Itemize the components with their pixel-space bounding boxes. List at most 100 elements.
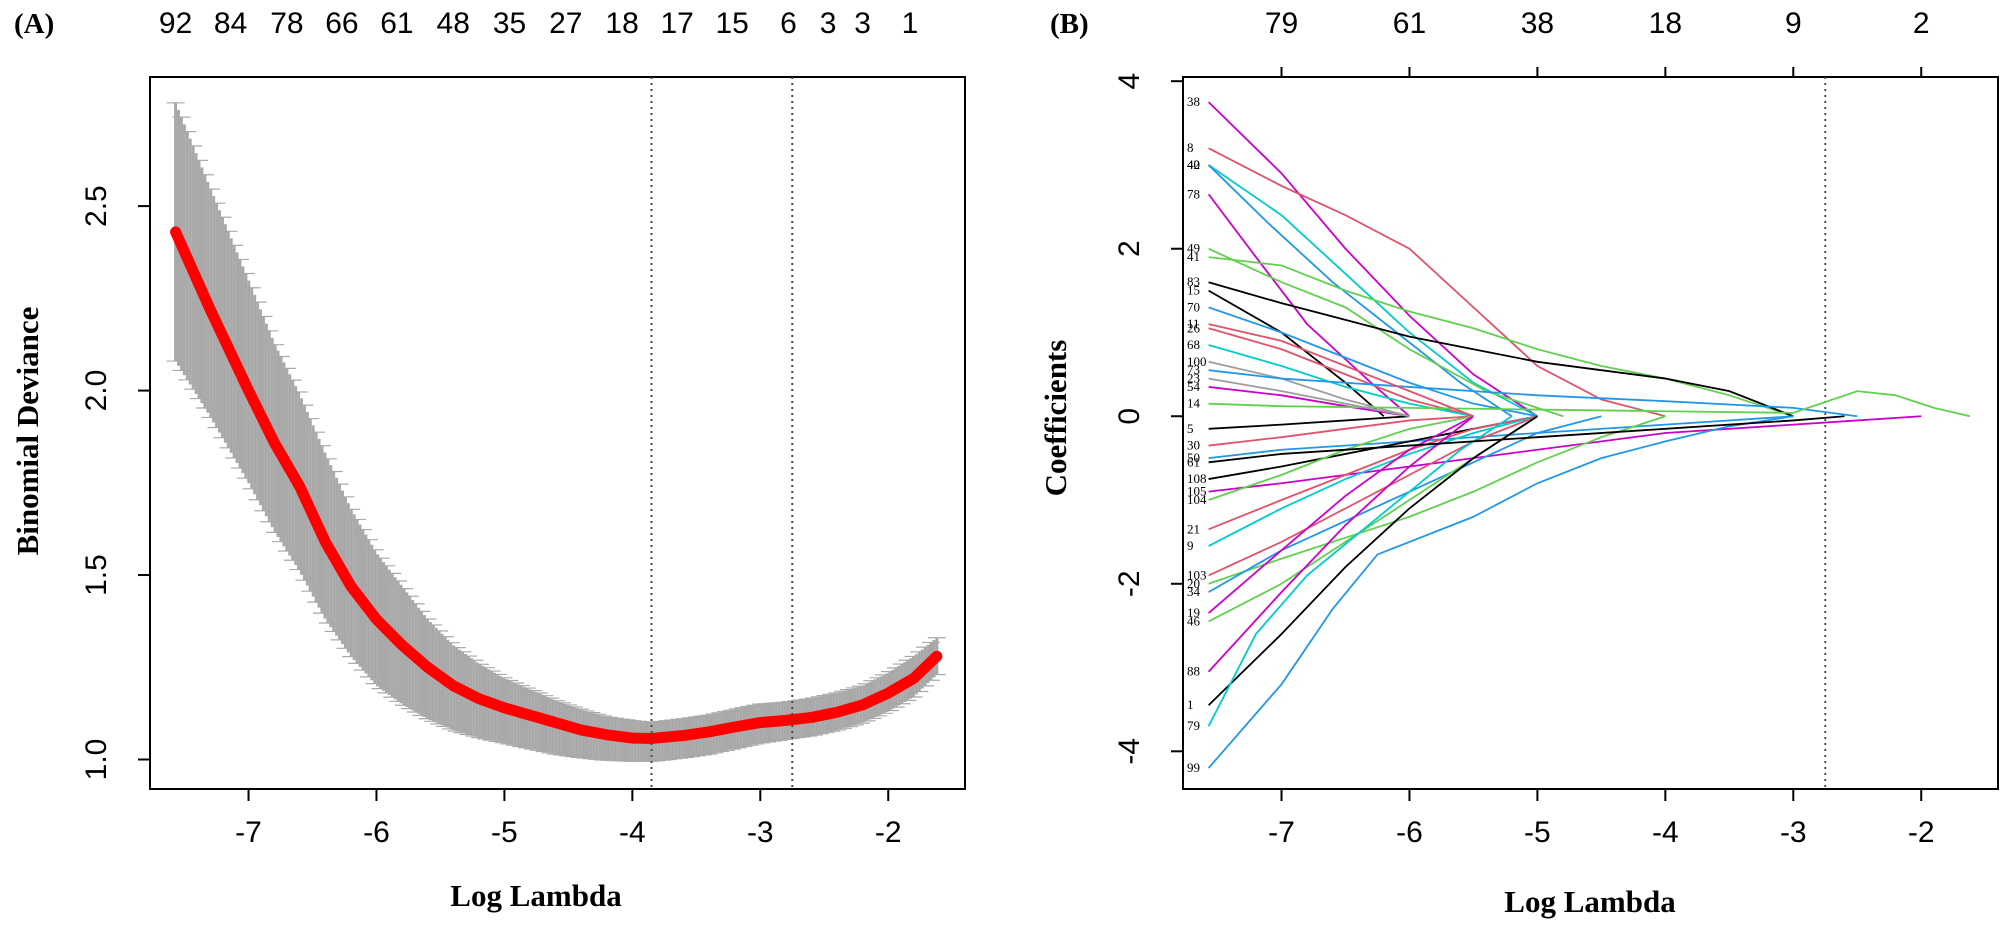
panel-b-var-label: 41 — [1187, 249, 1200, 264]
panel-b-coef-path-11 — [1208, 323, 1474, 418]
panel-a-x-tick-label: -2 — [875, 816, 902, 849]
panel-b-var-label: 79 — [1187, 718, 1200, 733]
panel-b-coef-path-99 — [1207, 415, 1794, 769]
panel-b-coef-path-42 — [1208, 164, 1538, 418]
panel-b-y-tick-label: 0 — [1113, 408, 1146, 425]
panel-b-coef-path-83 — [1208, 281, 1794, 418]
panel-b-var-label: 42 — [1187, 157, 1200, 172]
panel-b-top-axis-label: 2 — [1913, 7, 1930, 40]
panel-b-x-tick-label: -7 — [1268, 816, 1295, 849]
panel-a: -7 -6 -5 -4 -3 -21.01.52.02.592 84 78 66 61 48 35 27… — [80, 7, 966, 849]
panel-b-var-label: 83 — [1187, 274, 1200, 289]
panel-b-var-label: 105 — [1187, 484, 1207, 499]
panel-b-var-label: 103 — [1187, 567, 1207, 582]
panel-b-top-axis-label: 61 — [1393, 7, 1426, 40]
panel-b-var-label: 104 — [1187, 492, 1207, 507]
panel-a-top-axis-label: 1 — [902, 7, 919, 40]
panel-a-x-tick-label: -7 — [235, 816, 262, 849]
panel-b-coef-path-50 — [1208, 415, 1794, 460]
panel-b-var-label: 9 — [1187, 538, 1194, 553]
panel-b-x-tick-label: -2 — [1908, 816, 1935, 849]
panel-b-x-axis-label: Log Lambda — [1504, 884, 1676, 919]
panel-b-y-tick-label: -2 — [1113, 570, 1146, 597]
panel-b-coef-path-103 — [1208, 415, 1538, 577]
panel-b-coef-path-46 — [1208, 415, 1538, 623]
panel-b-y-tick-label: 2 — [1113, 240, 1146, 257]
panel-b-coef-path-19 — [1208, 415, 1474, 614]
panel-b-coef-path-14 — [1208, 390, 1971, 418]
panel-b-y-tick-label: 4 — [1113, 73, 1146, 90]
panel-b-coef-path-21 — [1208, 415, 1538, 531]
panel-b-coef-path-38 — [1207, 101, 1538, 418]
panel-b-y-tick-label: -4 — [1113, 738, 1146, 765]
panel-b-coef-path-88 — [1207, 415, 1474, 673]
panel-b-coef-path-73 — [1208, 369, 1858, 418]
panel-a-y-tick-label: 2.5 — [80, 185, 113, 227]
panel-b-var-label: 26 — [1187, 320, 1201, 335]
panel-b-var-label: 11 — [1187, 316, 1200, 331]
panel-b-var-label: 61 — [1187, 454, 1200, 469]
panel-b-var-label: 8 — [1187, 140, 1194, 155]
panel-b-var-label: 38 — [1187, 94, 1200, 109]
panel-b-coef-path-54 — [1208, 386, 1410, 418]
panel-a-top-axis-label: 61 — [380, 7, 413, 40]
panel-a-x-tick-label: -5 — [491, 816, 518, 849]
panel-b-coef-path-23 — [1208, 377, 1410, 418]
panel-b-label: (B) — [1050, 8, 1089, 40]
panel-b-var-label: 15 — [1187, 283, 1200, 298]
panel-a-top-axis-label: 27 — [549, 7, 582, 40]
panel-b-var-label: 1 — [1187, 697, 1194, 712]
panel-a-top-axis-label: 92 — [159, 7, 192, 40]
panel-a-y-tick-label: 1.0 — [80, 739, 113, 781]
panel-b-var-label: 5 — [1187, 421, 1194, 436]
panel-b-var-label: 20 — [1187, 576, 1200, 591]
panel-b-var-label: 19 — [1187, 605, 1200, 620]
panel-b-var-label: 23 — [1187, 371, 1200, 386]
panel-b-coef-path-79 — [1207, 415, 1513, 727]
panel-b-coef-path-26 — [1208, 327, 1474, 418]
panel-b-var-label: 34 — [1187, 584, 1201, 599]
panel-b-top-axis-label: 9 — [1785, 7, 1802, 40]
panel-a-x-tick-label: -3 — [747, 816, 774, 849]
panel-b-top-axis-label: 79 — [1265, 7, 1298, 40]
panel-a-top-axis-label: 66 — [325, 7, 358, 40]
panel-b-coef-path-30 — [1208, 415, 1474, 447]
panel-a-y-tick-label: 2.0 — [80, 370, 113, 412]
panel-b-coef-path-105 — [1208, 415, 1922, 493]
panel-a-top-axis-label: 3 — [854, 7, 871, 40]
panel-a-y-tick-label: 1.5 — [80, 554, 113, 596]
panel-b-var-label: 49 — [1187, 241, 1200, 256]
panel-a-label: (A) — [14, 8, 54, 40]
panel-b-var-label: 78 — [1187, 186, 1200, 201]
panel-b-coef-path-70 — [1208, 306, 1538, 418]
panel-b-coef-path-9 — [1208, 415, 1538, 547]
panel-b-coef-path-41 — [1208, 256, 1794, 418]
panel-b-var-label: 14 — [1187, 396, 1201, 411]
panel-b-var-label: 68 — [1187, 337, 1200, 352]
panel-a-top-axis-label: 48 — [437, 7, 470, 40]
panel-b-coef-path-5 — [1208, 415, 1410, 430]
panel-b-var-label: 100 — [1187, 354, 1207, 369]
panel-a-deviance-line — [170, 226, 943, 744]
panel-b-top-axis-label: 38 — [1521, 7, 1554, 40]
panel-a-x-tick-label: -6 — [363, 816, 390, 849]
panel-b-top-axis-label: 18 — [1649, 7, 1682, 40]
panel-b-coef-path-20 — [1208, 415, 1666, 585]
panel-b-var-label: 30 — [1187, 438, 1200, 453]
panel-a-top-axis-label: 78 — [270, 7, 303, 40]
panel-b-var-label: 99 — [1187, 760, 1200, 775]
panel-a-y-axis-label: Binomial Deviance — [10, 307, 45, 556]
panel-b-var-label: 21 — [1187, 521, 1200, 536]
panel-b-coef-path-78 — [1207, 193, 1411, 417]
panel-b-x-tick-label: -6 — [1396, 816, 1423, 849]
panel-a-top-axis-label: 3 — [820, 7, 837, 40]
panel-a-top-axis-label: 17 — [660, 7, 693, 40]
panel-b-coef-path-1 — [1207, 415, 1538, 706]
panel-b-var-label: 40 — [1187, 157, 1200, 172]
panel-a-top-axis-label: 35 — [493, 7, 526, 40]
panel-a-x-axis-label: Log Lambda — [450, 878, 622, 913]
panel-a-x-tick-label: -4 — [619, 816, 646, 849]
panel-b-var-label: 108 — [1187, 471, 1207, 486]
panel-a-top-axis-label: 15 — [715, 7, 748, 40]
